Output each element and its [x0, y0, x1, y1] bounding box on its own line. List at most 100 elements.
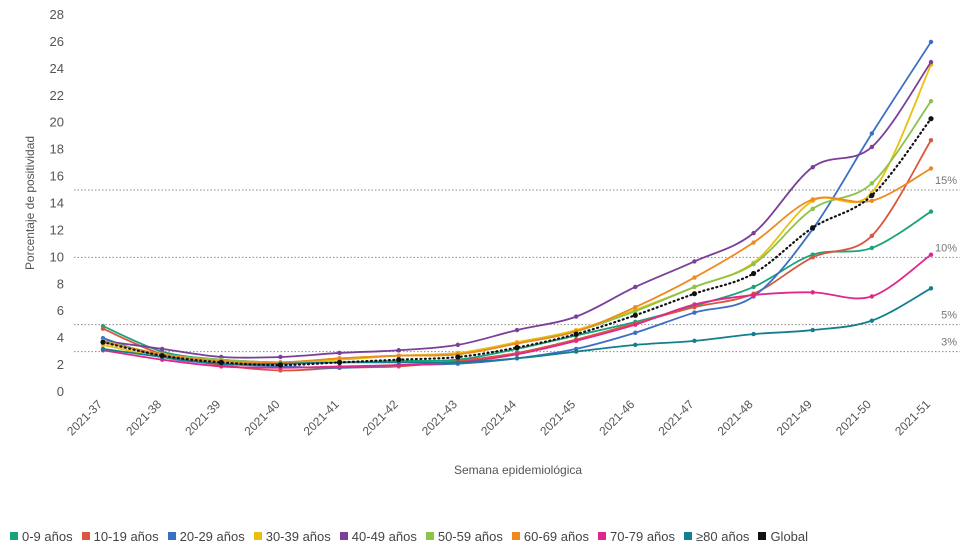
chart-legend: 0-9 años 10-19 años 20-29 años 30-39 años 40… [10, 527, 808, 545]
data-point [633, 284, 638, 290]
data-point [810, 197, 815, 202]
data-point [869, 245, 875, 251]
x-tick-label: 2021-39 [182, 397, 223, 438]
x-tick-label: 2021-43 [419, 397, 460, 438]
data-point [692, 275, 697, 280]
x-tick-label: 2021-50 [833, 397, 874, 438]
legend-swatch [758, 532, 767, 540]
data-point [810, 225, 816, 231]
reference-line-label: 15% [935, 175, 957, 187]
y-tick-label: 2 [57, 357, 64, 372]
x-tick-label: 2021-44 [478, 397, 519, 438]
series-40-49-a-os [100, 59, 934, 360]
data-point [928, 252, 934, 257]
reference-line-label: 3% [941, 337, 957, 349]
data-point [159, 346, 165, 352]
data-point [337, 350, 342, 356]
data-point [337, 364, 342, 369]
data-point [633, 330, 638, 335]
data-point [632, 312, 638, 318]
legend-swatch [253, 532, 262, 540]
x-tick-label: 2021-47 [656, 397, 697, 438]
data-point [869, 198, 875, 204]
legend-item: 30-39 años [253, 529, 331, 544]
legend-swatch [684, 532, 693, 540]
data-point [633, 304, 638, 310]
data-point [928, 116, 934, 122]
y-tick-label: 18 [50, 142, 64, 157]
data-point [751, 284, 756, 290]
x-tick-label: 2021-45 [537, 397, 578, 438]
data-point [514, 344, 520, 351]
y-tick-label: 6 [57, 303, 64, 318]
data-point [928, 166, 934, 171]
x-tick-label: 2021-37 [64, 397, 105, 438]
legend-swatch [81, 532, 90, 540]
data-point [928, 98, 934, 104]
data-point [751, 331, 756, 337]
data-point [692, 310, 697, 315]
data-point [691, 291, 698, 297]
x-tick-label: 2021-46 [596, 397, 637, 438]
series-10-19-a-os [100, 138, 934, 373]
data-point [751, 292, 756, 298]
data-point [869, 181, 875, 186]
data-point [514, 341, 520, 346]
series-line [102, 210, 932, 364]
data-point [514, 356, 520, 361]
data-point [633, 342, 638, 348]
data-point [751, 261, 756, 267]
y-tick-label: 10 [50, 249, 64, 264]
data-point [692, 259, 697, 264]
legend-item: 50-59 años [425, 529, 503, 544]
series-line [102, 139, 932, 372]
x-tick-label: 2021-38 [123, 397, 164, 438]
data-point [692, 338, 697, 344]
legend-item: 10-19 años [81, 528, 159, 544]
y-tick-label: 22 [50, 88, 64, 103]
data-point [337, 356, 342, 361]
data-point [514, 352, 520, 357]
y-tick-label: 14 [50, 196, 64, 211]
reference-lines: 15% 10% 5% 3% [74, 175, 960, 353]
data-point [396, 348, 401, 353]
data-point [928, 39, 934, 45]
data-point [692, 302, 697, 307]
legend-label: 20-29 años [179, 528, 245, 544]
data-point [810, 164, 815, 170]
data-point [455, 342, 461, 348]
series-global [100, 116, 934, 368]
series-60-69-a-os [100, 166, 934, 365]
series-line [102, 61, 932, 359]
data-point [100, 346, 106, 352]
y-tick-label: 26 [50, 34, 64, 49]
data-point [573, 314, 579, 319]
data-point [633, 309, 638, 314]
series-lines [100, 39, 934, 373]
x-axis-title: Semana epidemiológica [454, 463, 582, 477]
y-tick-label: 4 [57, 330, 64, 345]
x-tick-label: 2021-48 [715, 397, 756, 438]
data-point [396, 353, 401, 358]
x-tick-label: 2021-40 [242, 397, 283, 438]
data-point [573, 349, 579, 354]
legend-swatch [511, 532, 520, 540]
data-point [514, 327, 520, 333]
data-point [277, 362, 284, 368]
data-point [751, 230, 756, 236]
data-point [810, 327, 815, 333]
data-point [928, 209, 934, 214]
data-point [869, 131, 875, 136]
data-point [869, 318, 875, 323]
data-point [100, 339, 106, 345]
data-point [869, 294, 875, 299]
legend-label: Global [770, 528, 809, 544]
legend-label: 10-19 años [93, 528, 159, 544]
legend-label: 0-9 años [22, 528, 73, 544]
reference-line-label: 5% [941, 310, 957, 322]
legend-label: ≥80 años [696, 528, 750, 544]
legend-item: 20-29 años [167, 528, 245, 544]
data-point [810, 255, 815, 260]
data-point [573, 338, 579, 344]
